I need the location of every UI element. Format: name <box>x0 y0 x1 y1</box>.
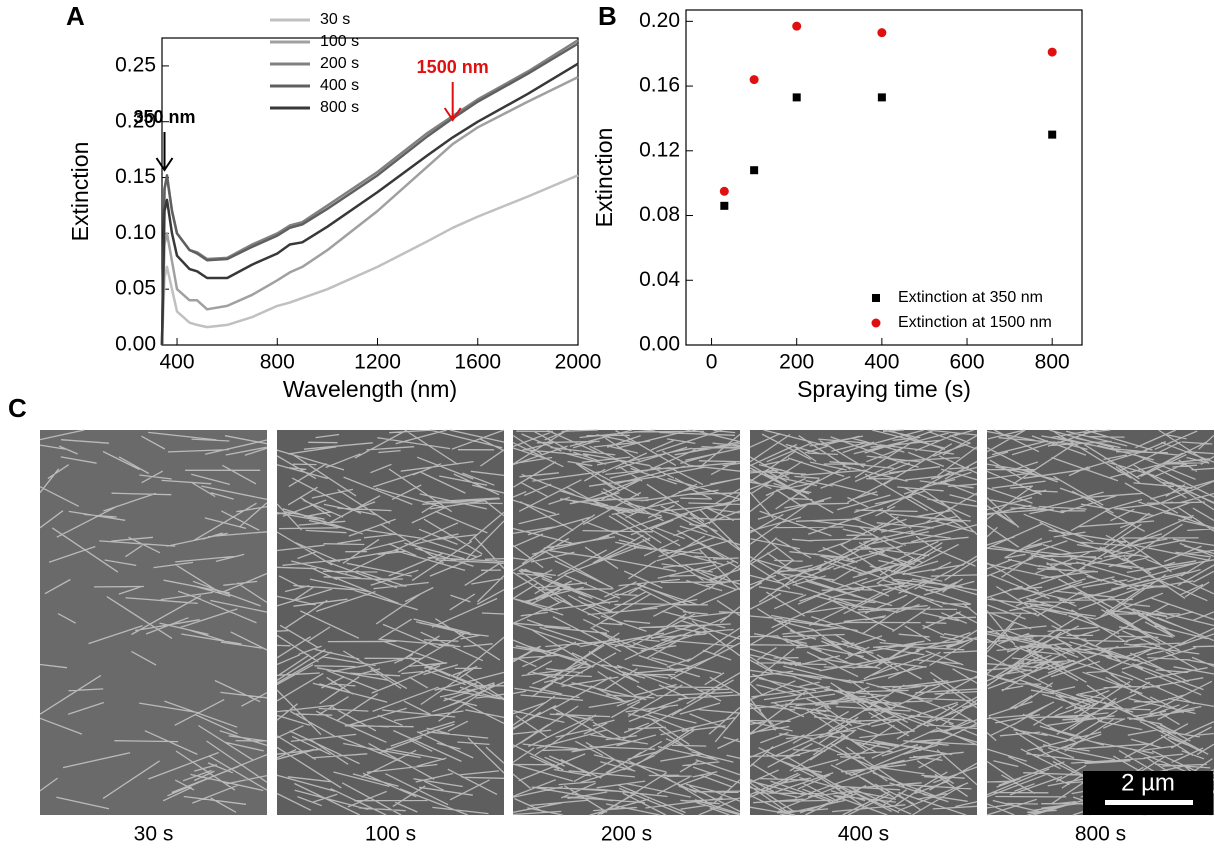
scale-bar-label: 2 µm <box>1121 769 1175 796</box>
sem-background <box>277 430 504 815</box>
nanowires <box>749 429 978 816</box>
y-tick-label: 0.00 <box>639 333 680 356</box>
nanowires <box>512 429 741 816</box>
y-axis-label: Extinction <box>591 128 617 228</box>
annotation-arrow <box>155 132 174 172</box>
nanowires <box>276 429 505 816</box>
spectrum-line <box>160 42 579 346</box>
data-point <box>877 93 886 102</box>
panel-label: B <box>598 1 617 31</box>
nanowires <box>986 429 1215 816</box>
scale-bar-box <box>1083 771 1213 815</box>
nanowires <box>39 429 268 813</box>
legend-label: 30 s <box>320 11 350 28</box>
x-tick-label: 0 <box>706 351 718 374</box>
y-tick-label: 0.16 <box>639 74 680 97</box>
sem-image <box>276 429 505 816</box>
x-tick-label: 2000 <box>555 351 602 374</box>
annotation: 350 nm <box>133 107 195 127</box>
legend-label: 400 s <box>320 77 359 94</box>
scale-bar <box>1105 800 1193 805</box>
image-caption: 400 s <box>838 823 889 846</box>
x-axis-label: Spraying time (s) <box>797 376 971 402</box>
x-tick-label: 800 <box>260 351 295 374</box>
legend-label: Extinction at 350 nm <box>898 289 1043 306</box>
y-tick-label: 0.25 <box>115 53 156 76</box>
sem-image <box>39 429 268 815</box>
plot-frame <box>685 9 1083 346</box>
y-tick-label: 0.20 <box>639 9 680 32</box>
spectrum-line <box>160 174 579 346</box>
sem-image <box>749 429 978 816</box>
data-point <box>792 93 801 102</box>
x-tick-label: 1200 <box>354 351 401 374</box>
spectrum-line <box>160 75 579 346</box>
x-tick-label: 400 <box>864 351 899 374</box>
x-axis-label: Wavelength (nm) <box>283 376 457 402</box>
y-tick-label: 0.05 <box>115 277 156 300</box>
panel-label: A <box>66 1 85 31</box>
data-point <box>877 28 887 38</box>
spectrum-line <box>160 62 579 346</box>
data-point <box>792 21 802 31</box>
data-point <box>1048 130 1057 139</box>
data-point <box>749 75 759 85</box>
y-axis-label: Extinction <box>67 142 93 242</box>
data-point <box>750 166 759 175</box>
sem-image <box>986 429 1215 816</box>
y-tick-label: 0.15 <box>115 165 156 188</box>
image-caption: 200 s <box>601 823 652 846</box>
data-point <box>719 186 729 196</box>
legend-swatch <box>872 294 880 302</box>
x-tick-label: 400 <box>160 351 195 374</box>
image-caption: 100 s <box>365 823 416 846</box>
image-caption: 30 s <box>134 823 174 846</box>
x-tick-label: 800 <box>1035 351 1070 374</box>
image-caption: 800 s <box>1075 823 1126 846</box>
legend-label: 800 s <box>320 99 359 116</box>
plot-frame <box>161 37 579 346</box>
spectrum-line <box>160 39 579 346</box>
y-tick-label: 0.04 <box>639 268 680 291</box>
data-point <box>720 201 729 210</box>
sem-image <box>512 429 741 816</box>
annotation: 1500 nm <box>417 57 489 77</box>
x-tick-label: 200 <box>779 351 814 374</box>
y-tick-label: 0.10 <box>115 221 156 244</box>
legend-swatch <box>871 318 881 328</box>
y-tick-label: 0.12 <box>639 138 680 161</box>
legend-label: 200 s <box>320 55 359 72</box>
y-tick-label: 0.08 <box>639 203 680 226</box>
panel-label: C <box>8 393 27 423</box>
y-tick-label: 0.00 <box>115 333 156 356</box>
legend-label: 100 s <box>320 33 359 50</box>
y-tick-label: 0.20 <box>115 109 156 132</box>
x-tick-label: 1600 <box>454 351 501 374</box>
legend-label: Extinction at 1500 nm <box>898 314 1052 331</box>
x-tick-label: 600 <box>950 351 985 374</box>
annotation-arrow <box>443 82 462 122</box>
data-point <box>1047 47 1057 57</box>
